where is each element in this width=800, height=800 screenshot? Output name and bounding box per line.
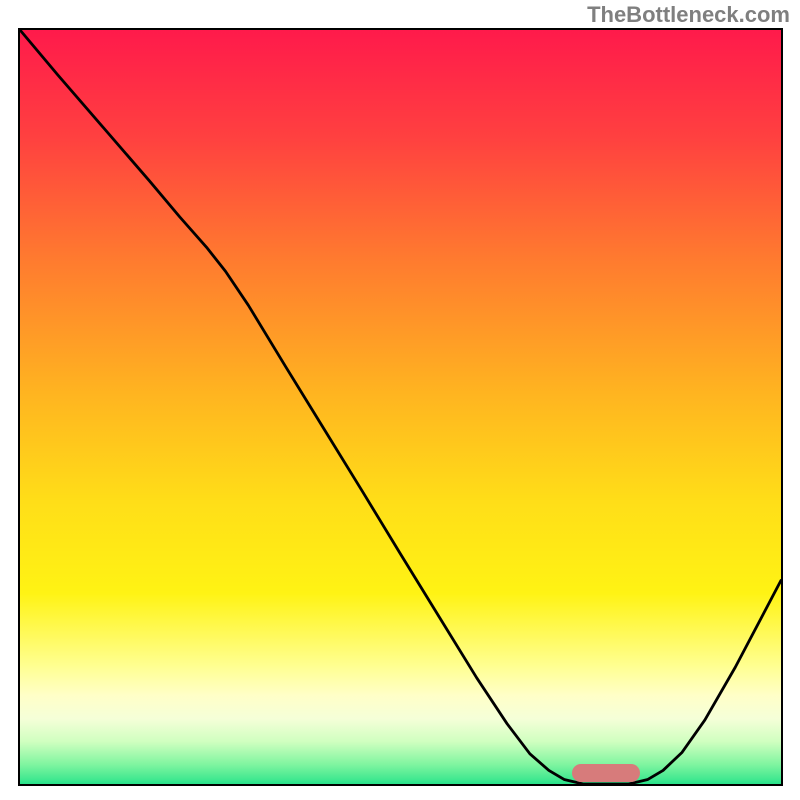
chart-wrapper: TheBottleneck.com <box>0 0 800 800</box>
plot-area <box>20 30 781 784</box>
attribution-text: TheBottleneck.com <box>587 2 790 28</box>
bottleneck-curve <box>20 30 781 784</box>
optimum-marker <box>572 764 640 782</box>
curve-path <box>20 30 781 784</box>
